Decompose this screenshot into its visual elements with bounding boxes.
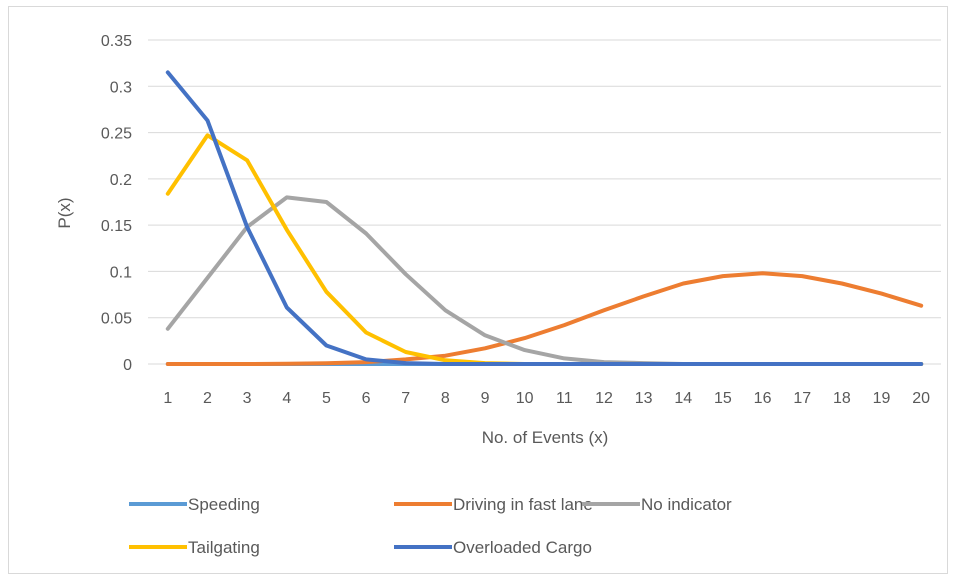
y-axis-label: P(x) (55, 197, 74, 228)
legend-label-no-indicator: No indicator (641, 495, 732, 514)
y-tick-label: 0.05 (101, 311, 132, 328)
x-axis-tick-labels: 1 2 3 4 5 6 7 8 9 10 11 12 13 14 15 16 17 18 19 20 (163, 390, 930, 407)
legend: Speeding Driving in fast lane No indicator… (129, 495, 732, 557)
x-tick-label: 3 (243, 390, 252, 407)
x-tick-label: 7 (401, 390, 410, 407)
y-tick-label: 0 (123, 357, 132, 374)
y-axis-tick-labels: 0 0.05 0.1 0.15 0.2 0.25 0.3 0.35 (101, 33, 132, 374)
y-tick-label: 0.2 (110, 172, 132, 189)
legend-label-tailgating: Tailgating (188, 538, 260, 557)
x-tick-label: 17 (793, 390, 811, 407)
y-tick-label: 0.35 (101, 33, 132, 50)
y-tick-label: 0.3 (110, 79, 132, 96)
series-line-driving-in-fast-lane (165, 271, 924, 366)
x-axis-label: No. of Events (x) (482, 428, 609, 447)
x-tick-label: 9 (481, 390, 490, 407)
chart-frame: 0 0.05 0.1 0.15 0.2 0.25 0.3 0.35 1 2 3 4 5 6 7 8 9 10 11… (8, 6, 948, 574)
x-tick-label: 11 (556, 390, 573, 407)
x-tick-label: 20 (912, 390, 930, 407)
x-tick-label: 10 (516, 390, 534, 407)
y-tick-label: 0.25 (101, 126, 132, 143)
x-tick-label: 12 (595, 390, 613, 407)
x-tick-label: 14 (674, 390, 692, 407)
x-tick-label: 18 (833, 390, 851, 407)
gridlines (148, 39, 941, 365)
legend-label-speeding: Speeding (188, 495, 260, 514)
series-line-overloaded-cargo (165, 70, 924, 366)
x-tick-label: 6 (362, 390, 371, 407)
legend-label-overloaded-cargo: Overloaded Cargo (453, 538, 592, 557)
x-tick-label: 8 (441, 390, 450, 407)
x-tick-label: 5 (322, 390, 331, 407)
x-tick-label: 4 (282, 390, 291, 407)
y-tick-label: 0.1 (110, 264, 132, 281)
x-tick-label: 15 (714, 390, 732, 407)
legend-label-driving-in-fast-lane: Driving in fast lane (453, 495, 593, 514)
line-chart: 00.050.10.150.20.250.30.35 1 2 3 4 5 6 7 8 9 10 11… (55, 33, 941, 557)
x-tick-label: 19 (873, 390, 891, 407)
x-tick-label: 16 (754, 390, 772, 407)
series-lines (165, 70, 924, 366)
x-tick-label: 2 (203, 390, 212, 407)
x-tick-label: 13 (635, 390, 653, 407)
x-tick-label: 1 (163, 390, 172, 407)
y-tick-label: 0.15 (101, 218, 132, 235)
